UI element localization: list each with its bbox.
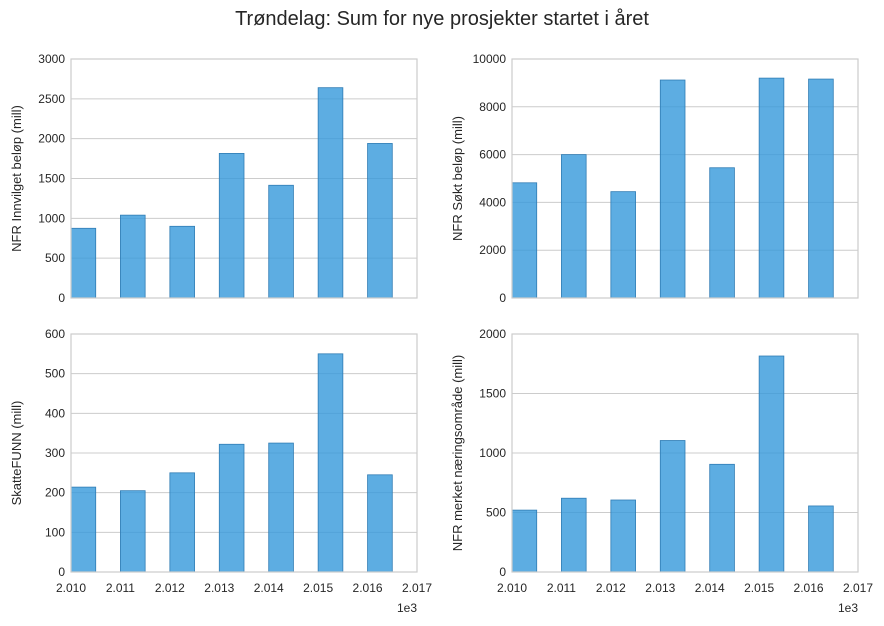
x-tick-label: 2.011 bbox=[106, 581, 135, 595]
x-tick-label: 2.016 bbox=[353, 581, 383, 595]
x-tick-label: 2.010 bbox=[56, 581, 86, 595]
y-tick-label: 1000 bbox=[479, 446, 506, 460]
x-tick-label: 2.011 bbox=[547, 581, 576, 595]
y-tick-label: 200 bbox=[45, 486, 65, 500]
y-tick-label: 2500 bbox=[38, 92, 65, 106]
bar-2015 bbox=[317, 353, 344, 573]
subplot-2: 0 2000 4000 6000 8000 10000 NFR Søkt beløp (mi… bbox=[450, 52, 859, 305]
bar-2013 bbox=[218, 443, 245, 573]
bar-2015 bbox=[317, 87, 344, 299]
x-tick-label: 2.017 bbox=[402, 581, 432, 595]
subplot-3: 0 100 200 300 400 500 600 2.010 2.011 2.012 2.013 2… bbox=[9, 327, 432, 615]
bar-2014 bbox=[268, 442, 294, 573]
bar-2010 bbox=[70, 227, 97, 299]
x-axis-offset-label: 1e3 bbox=[838, 601, 858, 615]
plot-frame bbox=[511, 58, 859, 299]
bar-2012 bbox=[610, 191, 636, 299]
y-tick-label: 2000 bbox=[479, 243, 506, 257]
y-tick-label: 0 bbox=[499, 291, 506, 305]
bar-2013 bbox=[659, 79, 686, 299]
y-tick-label: 100 bbox=[45, 525, 65, 539]
y-tick-label: 2000 bbox=[38, 132, 65, 146]
bar-2012 bbox=[610, 499, 636, 573]
y-tick-label: 500 bbox=[486, 506, 506, 520]
subplot-1: 0 500 1000 1500 2000 2500 3000 NFR Innvilget be… bbox=[9, 52, 418, 305]
y-tick-label: 3000 bbox=[38, 52, 65, 66]
bar-2012 bbox=[169, 225, 195, 299]
y-tick-label: 1500 bbox=[479, 387, 506, 401]
bar-2016 bbox=[367, 474, 393, 573]
y-axis-label: NFR Søkt beløp (mill) bbox=[450, 116, 465, 241]
x-tick-label: 2.013 bbox=[645, 581, 675, 595]
x-tick-label: 2.016 bbox=[794, 581, 824, 595]
x-tick-label: 2.015 bbox=[303, 581, 333, 595]
y-tick-label: 500 bbox=[45, 251, 65, 265]
y-tick-label: 6000 bbox=[479, 148, 506, 162]
bar-2015 bbox=[758, 355, 785, 573]
bar-2011 bbox=[561, 154, 587, 299]
y-tick-label: 500 bbox=[45, 367, 65, 381]
y-axis-label: NFR merket næringsområde (mill) bbox=[450, 355, 465, 551]
bar-2011 bbox=[120, 490, 146, 573]
y-tick-label: 600 bbox=[45, 327, 65, 341]
bar-2016 bbox=[367, 143, 393, 299]
x-tick-label: 2.014 bbox=[695, 581, 725, 595]
y-tick-label: 400 bbox=[45, 406, 65, 420]
bar-2016 bbox=[808, 505, 834, 573]
bar-2010 bbox=[511, 182, 538, 299]
plot-frame bbox=[70, 58, 418, 299]
subplot-4: 0 500 1000 1500 2000 2.010 2.011 2.012 2.013 2.01… bbox=[450, 327, 873, 615]
y-tick-label: 1500 bbox=[38, 172, 65, 186]
plot-frame bbox=[511, 333, 859, 573]
x-tick-label: 2.012 bbox=[596, 581, 626, 595]
y-tick-label: 10000 bbox=[473, 52, 507, 66]
bar-2012 bbox=[169, 472, 195, 573]
bar-2010 bbox=[70, 486, 97, 573]
y-tick-label: 1000 bbox=[38, 211, 65, 225]
x-axis-offset-label: 1e3 bbox=[397, 601, 417, 615]
bar-2013 bbox=[659, 440, 686, 573]
y-tick-label: 2000 bbox=[479, 327, 506, 341]
bar-2015 bbox=[758, 77, 785, 299]
plot-frame bbox=[70, 333, 418, 573]
bar-2013 bbox=[218, 153, 245, 299]
x-tick-label: 2.014 bbox=[254, 581, 284, 595]
y-tick-label: 4000 bbox=[479, 195, 506, 209]
y-axis-label: NFR Innvilget beløp (mill) bbox=[9, 105, 24, 252]
bar-2016 bbox=[808, 78, 834, 299]
x-tick-label: 2.013 bbox=[204, 581, 234, 595]
x-tick-label: 2.010 bbox=[497, 581, 527, 595]
bar-2014 bbox=[709, 167, 735, 299]
bar-2014 bbox=[268, 184, 294, 299]
y-tick-label: 8000 bbox=[479, 100, 506, 114]
y-tick-label: 0 bbox=[58, 565, 65, 579]
bar-2010 bbox=[511, 509, 538, 573]
x-tick-label: 2.015 bbox=[744, 581, 774, 595]
bar-2014 bbox=[709, 463, 735, 573]
y-axis-label: SkatteFUNN (mill) bbox=[9, 401, 24, 506]
y-tick-label: 300 bbox=[45, 446, 65, 460]
bar-2011 bbox=[561, 497, 587, 573]
y-tick-label: 0 bbox=[499, 565, 506, 579]
bar-2011 bbox=[120, 214, 146, 299]
y-tick-label: 0 bbox=[58, 291, 65, 305]
x-tick-label: 2.017 bbox=[843, 581, 873, 595]
figure-title: Trøndelag: Sum for nye prosjekter starte… bbox=[235, 8, 649, 30]
x-tick-label: 2.012 bbox=[155, 581, 185, 595]
